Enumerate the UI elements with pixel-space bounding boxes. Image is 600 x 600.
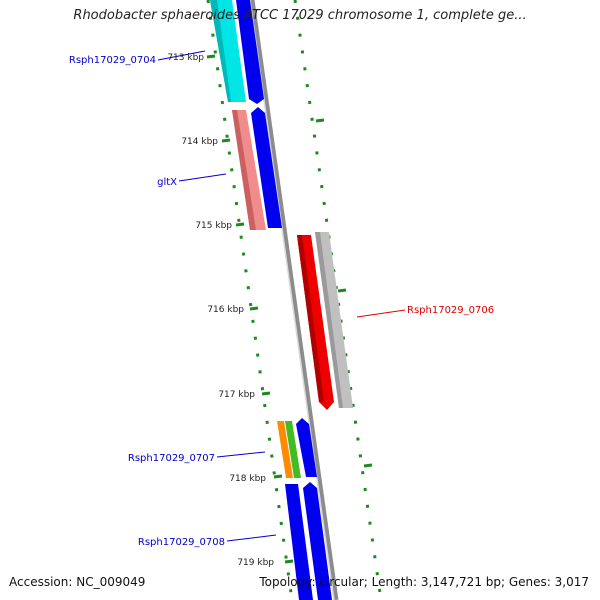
accession-text: Accession: NC_009049	[9, 575, 146, 589]
backbone-line	[249, 0, 339, 600]
genome-summary-text: Topology: circular; Length: 3,147,721 bp…	[259, 575, 589, 589]
gene-blue-arrow-714[interactable]	[251, 107, 282, 228]
gene-name-labels: Rsph17029_0704 gltX Rsph17029_0706 Rsph1…	[69, 55, 494, 548]
gene-rsph17029-0704[interactable]	[210, 0, 264, 104]
label-rsph17029-0708[interactable]: Rsph17029_0708	[138, 537, 225, 548]
tick-label-713: 713 kbp	[167, 53, 204, 63]
tick-label-718: 718 kbp	[229, 474, 266, 484]
gene-rsph17029-0708[interactable]	[285, 482, 332, 600]
label-leaders	[157, 50, 406, 542]
label-gltx[interactable]: gltX	[157, 177, 177, 188]
gene-rsph17029-0706[interactable]	[297, 235, 334, 410]
gene-gray-0706-partner[interactable]	[315, 232, 353, 408]
tick-label-714: 714 kbp	[181, 137, 218, 147]
label-rsph17029-0704[interactable]: Rsph17029_0704	[69, 55, 156, 66]
tick-label-719: 719 kbp	[237, 558, 274, 568]
label-rsph17029-0706[interactable]: Rsph17029_0706	[407, 305, 494, 316]
tick-label-717: 717 kbp	[218, 390, 255, 400]
kbp-tick-labels: 713 kbp 714 kbp 715 kbp 716 kbp 717 kbp …	[167, 53, 274, 568]
gene-rsph17029-0707[interactable]	[277, 421, 301, 478]
gene-gltx[interactable]	[232, 110, 266, 230]
label-rsph17029-0707[interactable]: Rsph17029_0707	[128, 453, 215, 464]
tick-label-715: 715 kbp	[195, 221, 232, 231]
tick-label-716: 716 kbp	[207, 305, 244, 315]
gene-blue-arrow-718[interactable]	[296, 418, 317, 477]
map-title: Rhodobacter sphaeroides ATCC 17029 chrom…	[73, 8, 527, 23]
kbp-tick-marks	[206, 54, 373, 564]
